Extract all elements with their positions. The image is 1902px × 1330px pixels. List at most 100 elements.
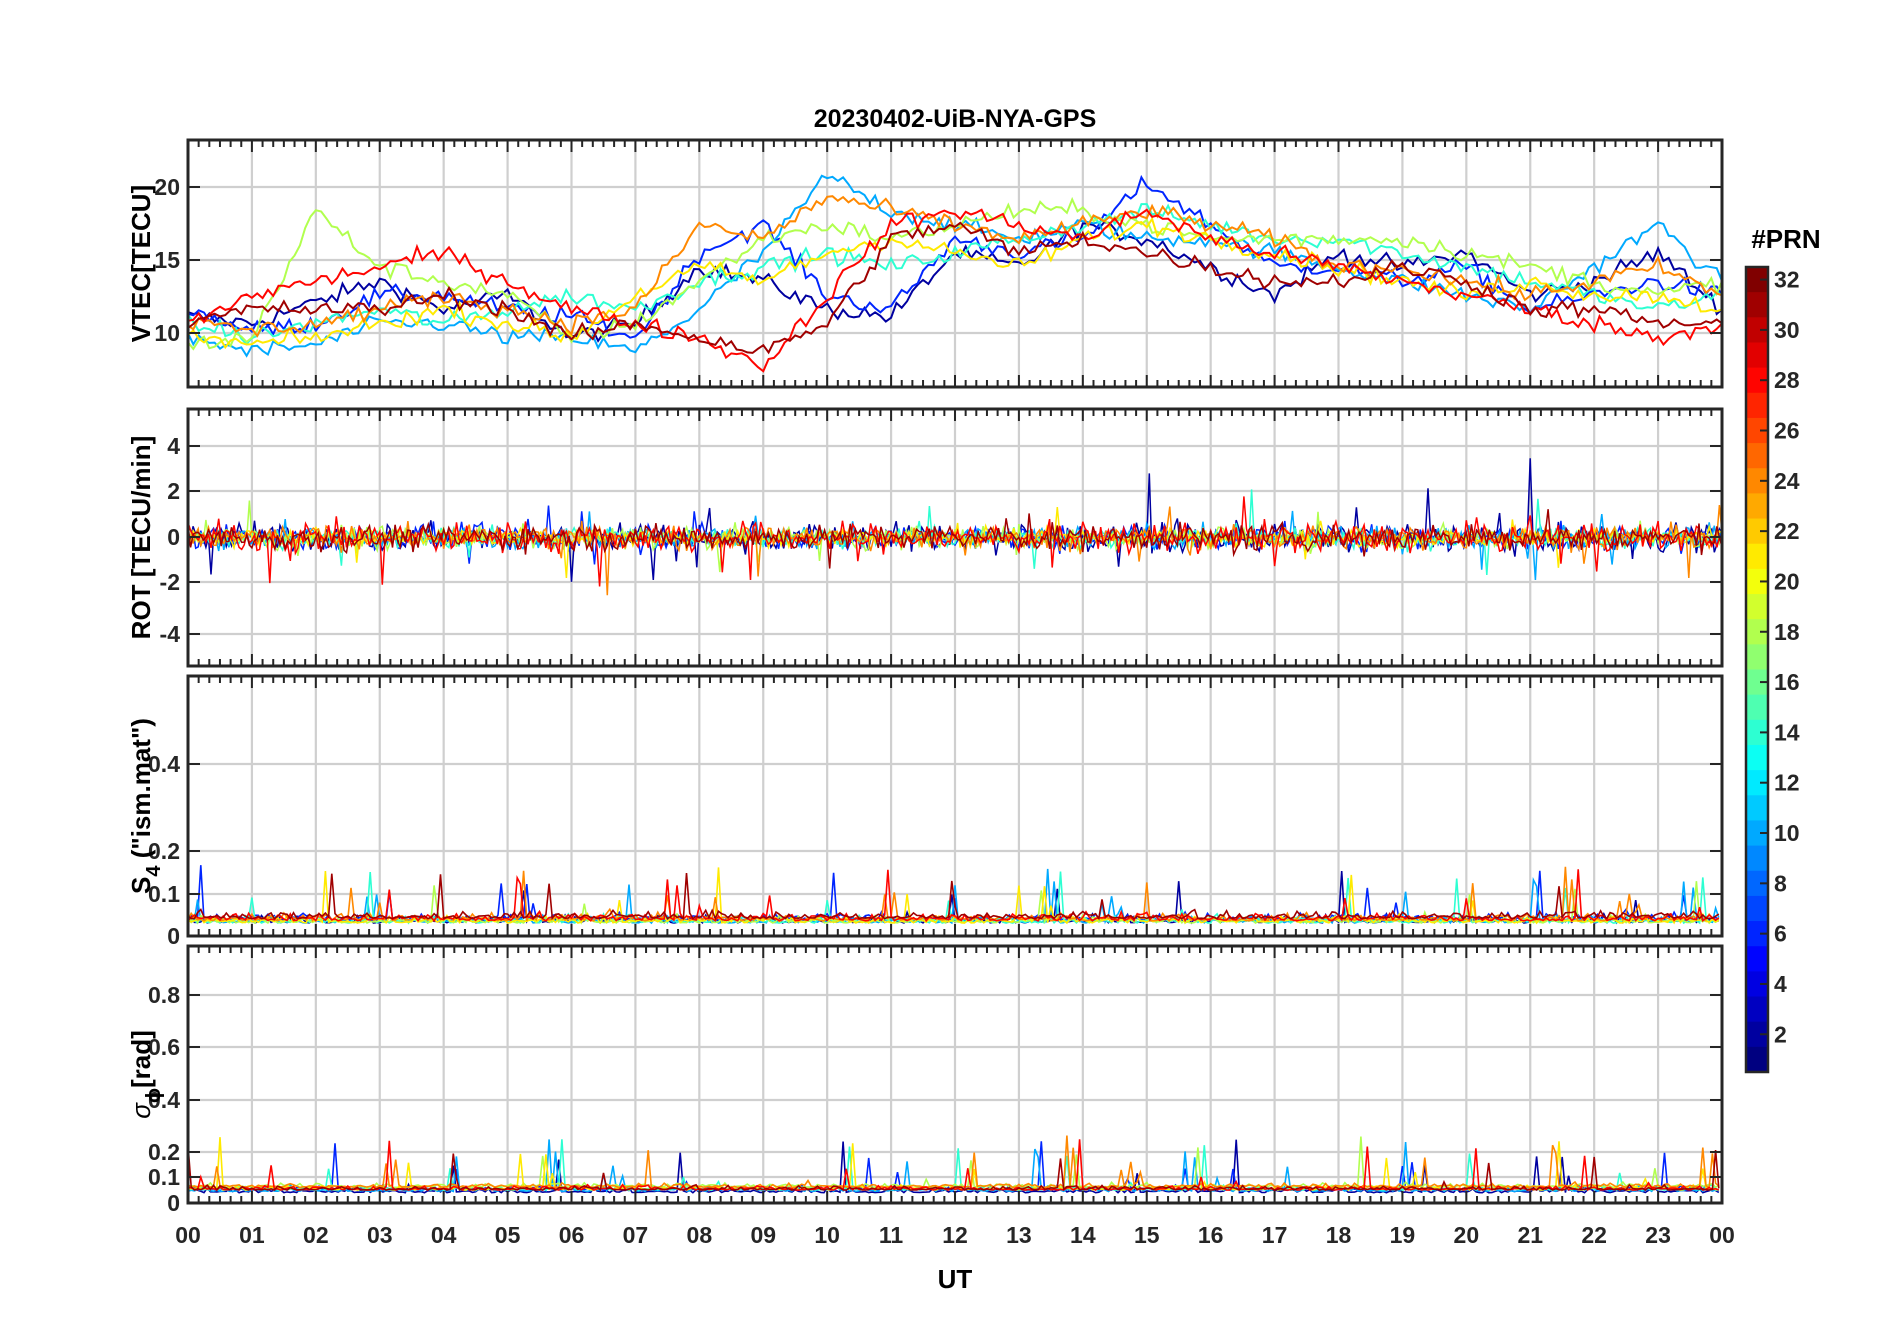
y-tick-label: 0 [167,923,180,949]
colorbar-swatch [1746,518,1768,545]
y-tick-label: 10 [154,320,180,346]
x-tick-label: 23 [1645,1222,1671,1248]
rot-line-prn-31 [188,509,1722,569]
colorbar-tick-label: 10 [1774,820,1800,846]
colorbar-tick-label: 14 [1774,719,1800,745]
panel-sigphi: 00.10.2 0.4 0.6 0.8 σϕ[rad] [126,944,1724,1216]
y-axis-label: S4 ("ism.mat") [126,718,165,894]
colorbar-title: #PRN [1751,224,1820,254]
y-tick-label: 15 [154,247,180,273]
y-tick-label: 0.1 [148,1164,180,1190]
vtec-line-prn-28 [188,208,1722,373]
panel-rot: -4 -2 0 2 4 ROT [TECU/min] [126,407,1724,668]
colorbar-swatch [1746,543,1768,570]
colorbar-tick-label: 6 [1774,921,1787,947]
colorbar-frame [1744,265,1770,1074]
colorbar-swatch [1746,719,1768,746]
colorbar-tick-label: 28 [1774,367,1800,393]
vtec-line-prn-21 [188,216,1722,350]
colorbar-swatch [1746,921,1768,947]
y-tick-label: 0.4 [148,751,180,777]
colorbar-tick-label: 18 [1774,619,1800,645]
vtec-line-prn-31 [188,221,1722,355]
colorbar-tick-label: 16 [1774,669,1800,695]
sigphi-line-prn-24 [188,1135,1720,1190]
x-tick-label: 19 [1390,1222,1416,1248]
s4-line-prn-28 [188,869,1720,923]
colorbar-swatch [1746,619,1768,645]
y-axis-label: ROT [TECU/min] [126,436,156,640]
colorbar-swatch [1746,895,1768,922]
colorbar-swatch [1746,367,1768,394]
colorbar-swatch [1746,493,1768,520]
x-tick-label: 10 [814,1222,840,1248]
x-axis-label: UT [938,1264,973,1294]
colorbar-swatch [1746,744,1768,771]
chart-title: 20230402-UiB-NYA-GPS [814,105,1097,133]
colorbar-swatch [1746,392,1768,419]
colorbar-swatch [1746,267,1768,293]
rot-line-prn-28 [188,496,1722,587]
colorbar-tick-label: 24 [1774,468,1800,494]
series-group [188,458,1722,596]
colorbar-tick-label: 2 [1774,1021,1787,1047]
y-tick-label: 0 [167,1190,180,1216]
vtec-line-prn-14 [188,203,1722,346]
y-axis-label: σϕ[rad] [126,1030,165,1118]
colorbar-swatch [1746,694,1768,721]
y-axis-label: VTEC[TECU] [126,185,156,342]
y-tick-label: -2 [160,569,180,595]
series-group [188,174,1722,373]
x-tick-label: 20 [1454,1222,1480,1248]
x-tick-label: 02 [303,1222,329,1248]
colorbar-swatch [1746,795,1768,822]
x-tick-label: 12 [942,1222,968,1248]
y-tick-label: 4 [167,433,180,459]
series-group [188,1135,1720,1194]
y-tick-label: 0.4 [148,1087,180,1113]
rot-line-prn-24 [188,505,1722,596]
colorbar-swatch [1746,669,1768,696]
colorbar-swatch [1746,568,1768,595]
y-tick-label: 0.1 [148,881,180,907]
x-tick-label: 17 [1262,1222,1288,1248]
x-tick-label: 18 [1326,1222,1352,1248]
colorbar-swatch [1746,870,1768,897]
colorbar-swatch [1746,468,1768,495]
y-tick-label: 0 [167,524,180,550]
panel-s4: 0 0.1 0.2 0.4S4 ("ism.mat") [126,674,1724,949]
x-tick-label: 22 [1581,1222,1607,1248]
y-tick-label: 0.2 [148,1139,180,1165]
colorbar-tick-label: 26 [1774,418,1800,444]
panel-frame [186,138,1724,389]
colorbar-tick-label: 8 [1774,870,1787,896]
x-tick-label: 21 [1517,1222,1543,1248]
x-tick-label: 13 [1006,1222,1032,1248]
y-tick-label: -4 [160,621,181,647]
colorbar-swatch [1746,417,1768,444]
colorbar-tick-label: 12 [1774,770,1800,796]
x-axis: 00 01 02 03 04 05 06 07 08 09 10 11 12 13 14 15 16 17 18 19… [175,1222,1735,1248]
x-tick-label: 15 [1134,1222,1160,1248]
sigphi-line-prn-31 [188,1145,1720,1192]
y-tick-label: 2 [167,478,180,504]
sigphi-line-prn-18 [188,1136,1720,1189]
series-group [188,865,1720,925]
x-tick-label: 06 [559,1222,585,1248]
x-tick-label: 01 [239,1222,265,1248]
colorbar-swatch [1746,342,1768,369]
s4-line-prn-21 [188,867,1720,925]
panel-frame [186,944,1724,1205]
x-tick-label: 05 [495,1222,521,1248]
colorbar-tick-label: 30 [1774,317,1800,343]
colorbar-swatch [1746,845,1768,872]
colorbar-swatch [1746,1046,1768,1073]
panel-frame [186,674,1724,938]
x-tick-label: 00 [175,1222,201,1248]
x-tick-label: 08 [687,1222,713,1248]
colorbar-swatch [1746,1021,1768,1048]
colorbar-swatch [1746,770,1768,796]
